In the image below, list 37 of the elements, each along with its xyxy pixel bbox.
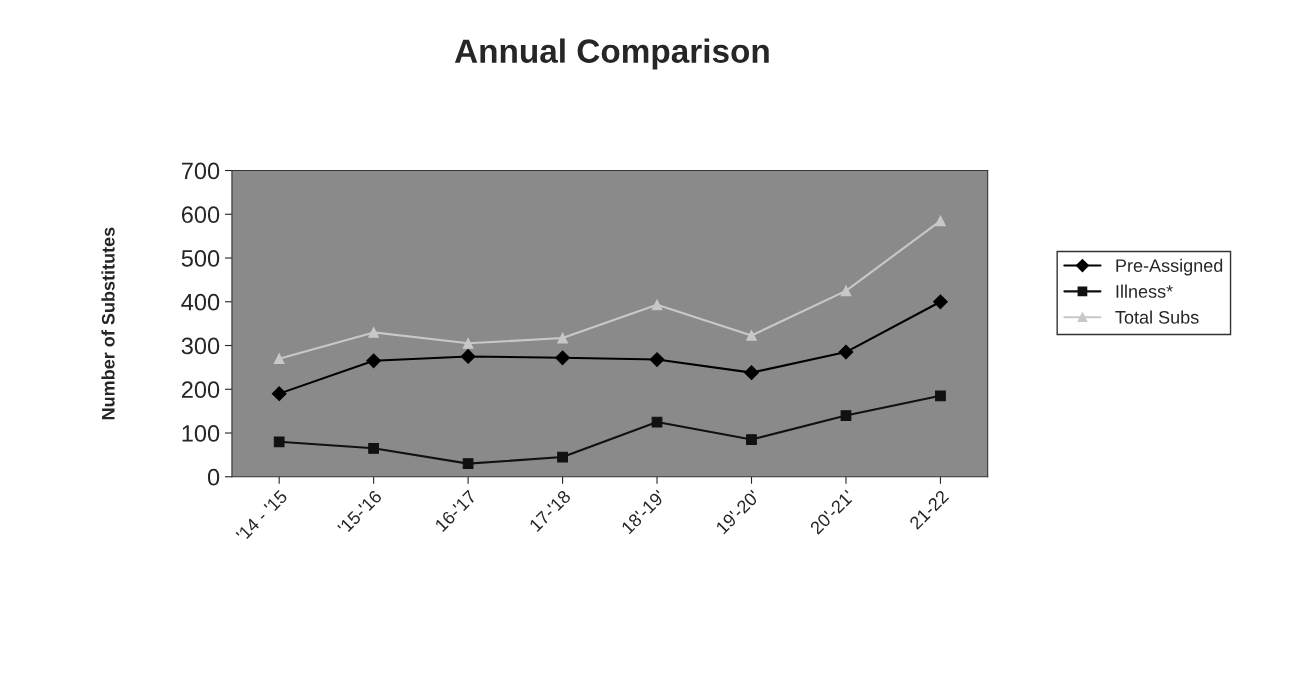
point	[273, 353, 285, 365]
point	[935, 390, 946, 402]
point	[460, 349, 476, 364]
point	[840, 410, 852, 421]
point	[744, 365, 759, 381]
legend-label: Pre-Assigned	[1116, 258, 1223, 276]
point	[935, 215, 946, 227]
point	[368, 327, 380, 338]
chart-title: Annual Comparison	[454, 38, 769, 70]
y-tick-label: 600	[181, 206, 220, 224]
point	[746, 330, 757, 341]
point	[462, 458, 474, 470]
point	[366, 353, 382, 369]
y-axis-title: Number of Substitutes	[101, 227, 115, 420]
point	[271, 386, 287, 402]
point	[368, 442, 380, 454]
point	[838, 344, 854, 360]
point	[649, 352, 665, 367]
y-tick-label: 700	[181, 162, 220, 180]
x-tick-label: '14 - '15	[235, 489, 289, 542]
point	[462, 337, 474, 349]
point	[933, 294, 948, 310]
point	[840, 285, 852, 297]
y-tick-label: 400	[181, 293, 220, 311]
point	[557, 451, 568, 463]
y-tick-label: 0	[207, 468, 220, 486]
y-tick-label: 300	[181, 337, 220, 355]
y-tick-label: 500	[181, 250, 220, 267]
point	[273, 436, 285, 448]
legend-label: Illness*	[1116, 284, 1173, 298]
point	[746, 434, 757, 445]
legend-label: Total Subs	[1115, 310, 1199, 324]
point	[555, 350, 570, 366]
point	[651, 299, 663, 311]
y-tick-label: 100	[182, 425, 220, 442]
point	[557, 332, 568, 344]
y-tick-label: 200	[181, 381, 220, 399]
